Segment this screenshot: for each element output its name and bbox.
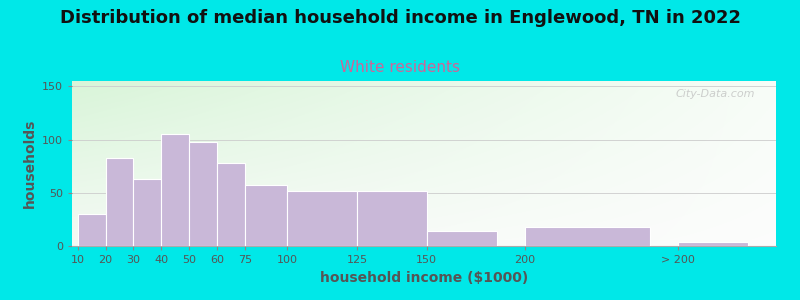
Bar [190,142,218,246]
Bar [525,227,650,246]
Y-axis label: households: households [22,119,37,208]
Text: Distribution of median household income in Englewood, TN in 2022: Distribution of median household income … [59,9,741,27]
Bar [426,231,497,246]
Bar [678,242,748,246]
Bar [78,214,106,246]
Bar [106,158,134,246]
Text: White residents: White residents [340,60,460,75]
Bar [134,179,162,246]
Bar [246,185,287,246]
Bar [162,134,190,246]
Text: City-Data.com: City-Data.com [675,89,755,99]
Bar [357,190,426,246]
X-axis label: household income ($1000): household income ($1000) [320,271,528,285]
Bar [287,190,357,246]
Bar [218,163,246,246]
